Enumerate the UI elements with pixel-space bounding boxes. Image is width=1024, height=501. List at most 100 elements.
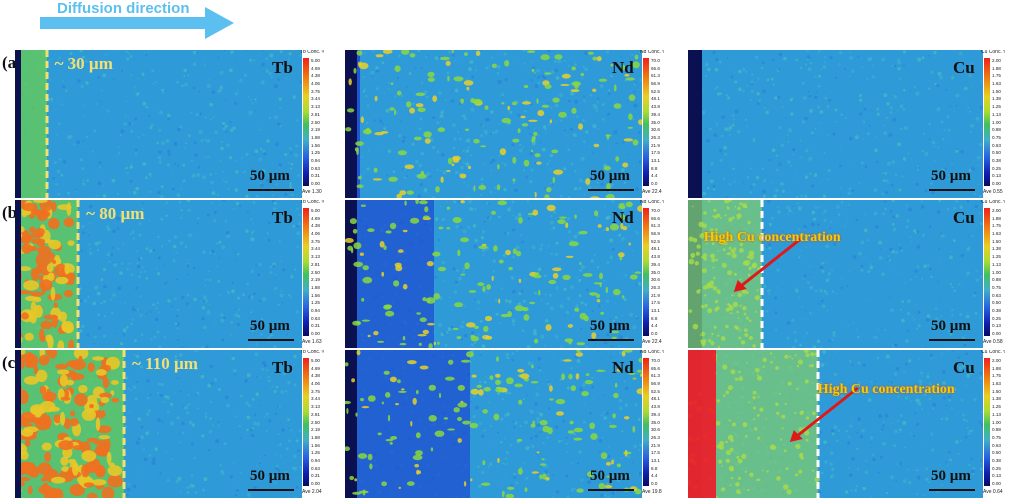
colorbar-tick: 70.0 <box>651 58 660 63</box>
colorbar-tick: 0.13 <box>992 173 1001 179</box>
colorbar-gradient <box>303 208 309 336</box>
colorbar-tick: 48.1 <box>651 246 660 252</box>
colorbar-tick: 52.5 <box>651 388 660 394</box>
colorbar-tick: 1.63 <box>992 231 1001 237</box>
colorbar-tick: 0.94 <box>311 457 320 463</box>
colorbar: Tb Conc. % 5.00 4.69 4.38 4.06 3.75 3.44 3.13 2.… <box>300 200 324 348</box>
colorbar-tick: 30.6 <box>651 277 660 283</box>
colorbar-tick: 1.25 <box>992 254 1001 260</box>
map-panel-cu: Cu 50 µm High Cu concentration Cu Conc. % 2.… <box>688 350 1005 498</box>
colorbar-tick: 0.00 <box>992 181 1001 186</box>
colorbar-tick: 0.00 <box>311 481 320 486</box>
colorbar-tick: 1.50 <box>992 388 1001 394</box>
colorbar-tick: 3.13 <box>311 104 320 110</box>
colorbar-tick: 2.00 <box>992 208 1001 213</box>
colorbar: Nd Conc. % 70.0 65.6 61.3 56.952.5 48.1 43.839… <box>640 50 664 198</box>
annotation-label: High Cu concentration <box>703 230 841 245</box>
colorbar-tick: 0.75 <box>992 434 1001 440</box>
colorbar-tick: 1.75 <box>992 73 1001 79</box>
annotation-arrowhead <box>733 280 747 292</box>
element-label: Nd <box>612 208 634 227</box>
concentration-map <box>15 350 302 498</box>
colorbar-tick: 0.88 <box>992 427 1001 433</box>
colorbar-tick: 1.88 <box>311 284 320 290</box>
element-label: Tb <box>272 208 293 227</box>
scale-bar <box>248 189 294 191</box>
colorbar-tick: 0.63 <box>311 165 320 171</box>
colorbar-tick: 0.94 <box>311 157 320 163</box>
colorbar-title: Nd Conc. % <box>640 50 664 55</box>
colorbar-tick: 4.69 <box>311 215 320 221</box>
colorbar-tick: 0.00 <box>311 331 320 336</box>
colorbar-tick: 0.63 <box>311 465 320 471</box>
colorbar-tick: 5.00 <box>311 358 320 363</box>
colorbar-title: Cu Conc. % <box>981 350 1005 355</box>
colorbar-tick: 1.25 <box>992 404 1001 410</box>
colorbar-tick: 39.4 <box>651 111 660 117</box>
colorbar-tick: 70.0 <box>651 358 660 363</box>
colorbar-average: Ave 22.4 <box>642 189 662 195</box>
colorbar-tick: 13.1 <box>651 457 660 463</box>
colorbar-tick: 43.8 <box>651 104 660 110</box>
colorbar-tick: 39.4 <box>651 411 660 417</box>
map-panel-tb: Tb 50 µm ~ 110 µm Tb Conc. % 5.00 4.69 4.38 4.0… <box>15 350 324 498</box>
colorbar-tick: 56.9 <box>651 231 660 237</box>
concentration-map <box>345 350 642 498</box>
colorbar-tick: 4.38 <box>311 373 320 379</box>
colorbar-tick: 0.0 <box>651 181 658 186</box>
colorbar-tick: 61.3 <box>651 373 660 379</box>
colorbar-tick: 0.63 <box>311 315 320 321</box>
map-panel-tb: Tb 50 µm ~ 80 µm Tb Conc. % 5.00 4.69 4.38 4.06… <box>15 200 324 348</box>
colorbar-tick: 0.75 <box>992 284 1001 290</box>
colorbar-tick: 35.0 <box>651 119 660 125</box>
colorbar-tick: 13.1 <box>651 157 660 163</box>
map-panel-nd: Nd 50 µm Nd Conc. % 70.0 65.6 61.3 56.952.5 48.… <box>345 200 664 348</box>
colorbar-tick: 1.75 <box>992 373 1001 379</box>
colorbar-tick: 1.88 <box>311 434 320 440</box>
colorbar-tick: 56.9 <box>651 81 660 87</box>
colorbar-tick: 1.63 <box>992 381 1001 387</box>
concentration-map <box>688 200 983 348</box>
scale-bar-label: 50 µm <box>250 468 290 484</box>
map-panel-tb: Tb 50 µm ~ 30 µm Tb Conc. % 5.00 4.69 4.38 4.06… <box>15 50 324 198</box>
colorbar-tick: 3.44 <box>311 396 320 402</box>
colorbar-tick: 30.6 <box>651 127 660 133</box>
colorbar-tick: 3.75 <box>311 388 320 394</box>
colorbar-tick: 1.38 <box>992 396 1001 402</box>
colorbar-tick: 30.6 <box>651 427 660 433</box>
concentration-map <box>345 50 642 198</box>
colorbar-tick: 61.3 <box>651 73 660 79</box>
colorbar-tick: 17.5 <box>651 150 660 156</box>
annotation-arrowhead <box>789 430 803 442</box>
colorbar-average: Ave 19.8 <box>642 489 662 495</box>
colorbar-tick: 0.00 <box>992 331 1001 336</box>
scale-bar-label: 50 µm <box>931 318 971 334</box>
colorbar-tick: 21.9 <box>651 292 660 298</box>
colorbar: Nd Conc. % 70.0 65.6 61.3 56.952.5 48.1 43.839… <box>640 350 664 498</box>
colorbar-tick: 0.13 <box>992 473 1001 479</box>
colorbar: Tb Conc. % 5.00 4.69 4.38 4.06 3.75 3.44 3.13 2.… <box>300 350 324 498</box>
diffusion-direction-label: Diffusion direction <box>57 0 190 17</box>
colorbar-gradient <box>984 358 990 486</box>
colorbar-tick: 0.0 <box>651 331 658 336</box>
colorbar-tick: 0.63 <box>992 142 1001 148</box>
colorbar-tick: 1.56 <box>311 142 320 148</box>
colorbar-tick: 2.19 <box>311 427 320 433</box>
colorbar-tick: 2.81 <box>311 261 320 267</box>
scale-bar <box>588 189 634 191</box>
colorbar-tick: 4.38 <box>311 73 320 79</box>
colorbar-tick: 17.5 <box>651 300 660 306</box>
colorbar-tick: 4.69 <box>311 65 320 71</box>
scale-bar-label: 50 µm <box>931 468 971 484</box>
colorbar-tick: 0.25 <box>992 165 1001 171</box>
colorbar-tick: 0.31 <box>311 173 320 179</box>
colorbar-tick: 0.88 <box>992 127 1001 133</box>
colorbar-tick: 26.3 <box>651 434 660 440</box>
scale-bar-label: 50 µm <box>590 468 630 484</box>
colorbar-tick: 48.1 <box>651 396 660 402</box>
colorbar-tick: 48.1 <box>651 96 660 102</box>
colorbar-tick: 1.56 <box>311 442 320 448</box>
colorbar-title: Tb Conc. % <box>300 200 324 205</box>
concentration-map <box>15 200 302 348</box>
colorbar-tick: 0.75 <box>992 134 1001 140</box>
